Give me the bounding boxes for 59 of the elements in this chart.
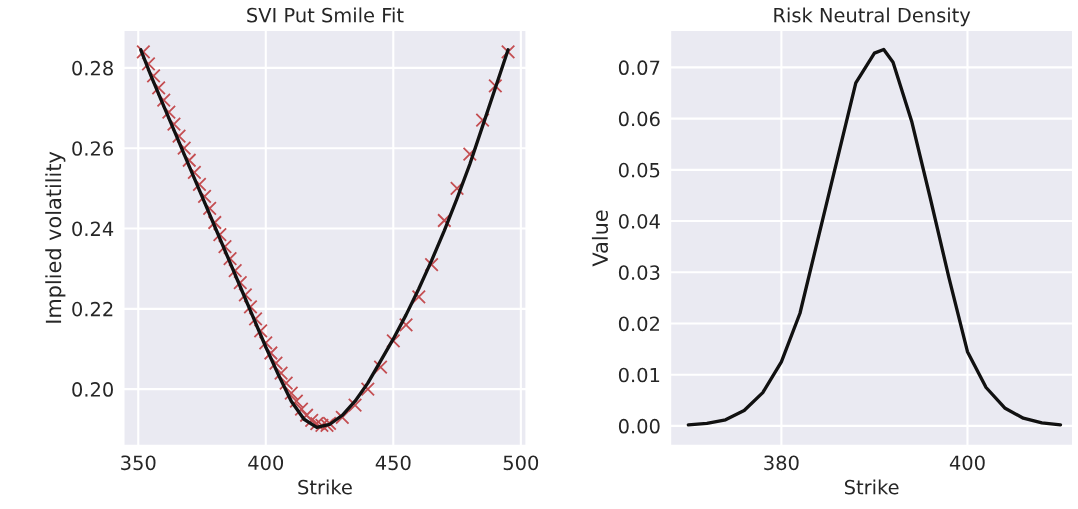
point <box>411 289 426 304</box>
point <box>233 275 248 290</box>
x-axis-title: Strike <box>844 479 899 495</box>
point <box>279 375 294 391</box>
point <box>238 287 253 302</box>
x-tick-label: 400 <box>248 455 284 471</box>
x-tick-label: 380 <box>764 455 799 471</box>
y-tick-label: 0.22 <box>72 301 113 317</box>
y-tick-label: 0.06 <box>618 111 660 127</box>
point <box>373 359 388 375</box>
point <box>289 394 304 409</box>
point <box>136 44 151 59</box>
point <box>314 418 330 433</box>
point <box>488 78 503 94</box>
point <box>212 227 228 242</box>
point <box>284 386 299 401</box>
point <box>360 381 375 397</box>
point <box>294 402 309 417</box>
y-tick-label: 0.07 <box>618 60 660 76</box>
y-tick-label: 0.26 <box>72 141 114 156</box>
line-series <box>686 47 1063 427</box>
x-tick-label: 350 <box>121 455 156 471</box>
point <box>273 365 289 381</box>
x-axis-title: Strike <box>298 479 352 495</box>
point <box>304 413 319 428</box>
y-tick-label: 0.24 <box>72 221 114 237</box>
point <box>500 44 516 59</box>
chart-title: Risk Neutral Density <box>774 7 971 27</box>
point <box>347 398 363 413</box>
y-tick-label: 0.20 <box>72 382 113 397</box>
y-tick-label: 0.03 <box>618 265 660 280</box>
y-axis-title: Implied volatility <box>45 151 66 323</box>
point <box>243 299 258 314</box>
point <box>253 323 268 339</box>
point <box>424 257 439 272</box>
point <box>268 355 284 371</box>
y-tick-label: 0.05 <box>618 162 660 178</box>
point <box>258 335 273 351</box>
point <box>335 410 350 425</box>
x-tick-label: 450 <box>375 455 411 471</box>
point <box>449 181 465 196</box>
y-tick-label: 0.04 <box>618 214 660 229</box>
x-tick-label: 400 <box>949 455 985 471</box>
y-tick-label: 0.00 <box>618 418 660 434</box>
point <box>462 147 477 162</box>
x-tick-label: 500 <box>503 455 539 471</box>
point <box>248 311 263 327</box>
y-axis-title: Value <box>591 210 609 267</box>
point <box>299 408 314 423</box>
y-tick-label: 0.28 <box>72 60 113 76</box>
point <box>386 333 401 349</box>
point <box>437 213 452 228</box>
line-series <box>139 48 510 429</box>
chart-title: SVI Put Smile Fit <box>247 7 404 23</box>
y-tick-label: 0.01 <box>618 367 660 383</box>
point <box>475 112 490 128</box>
y-tick-label: 0.02 <box>618 316 659 332</box>
point <box>207 215 222 230</box>
point <box>398 317 414 333</box>
